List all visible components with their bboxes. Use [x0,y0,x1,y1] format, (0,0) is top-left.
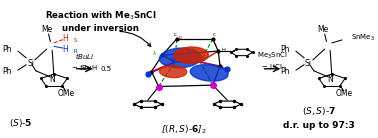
Text: c: c [174,32,177,37]
Text: Me: Me [317,26,328,34]
Ellipse shape [160,48,201,68]
Text: Ph: Ph [2,67,12,76]
Text: Li: Li [171,57,175,62]
Text: $(S)$-$\mathbf{5}$: $(S)$-$\mathbf{5}$ [9,117,33,129]
Text: OMe: OMe [335,88,352,98]
Ellipse shape [174,47,208,63]
Text: S: S [73,38,77,43]
Ellipse shape [160,65,187,78]
Text: H: H [222,48,226,53]
Text: [$(R,S)$-$\mathbf{6}$]$_2$: [$(R,S)$-$\mathbf{6}$]$_2$ [161,123,207,136]
Text: $t$BuLi: $t$BuLi [75,51,94,61]
Text: $(S,S)$-$\mathbf{7}$: $(S,S)$-$\mathbf{7}$ [302,105,336,117]
Text: SnMe$_3$: SnMe$_3$ [351,33,375,43]
Ellipse shape [190,65,228,81]
Text: Me$_3$SnCl: Me$_3$SnCl [257,51,288,61]
Text: H: H [63,34,68,43]
Text: $-$ LiCl: $-$ LiCl [261,62,284,71]
Text: OMe: OMe [57,88,74,98]
Text: $-$ $t$BuH: $-$ $t$BuH [71,62,98,72]
Text: λ: λ [153,51,156,56]
Text: Si: Si [305,59,312,68]
Text: Reaction with Me$_3$SnCl
under inversion: Reaction with Me$_3$SnCl under inversion [45,9,156,33]
Text: Si: Si [27,59,34,68]
Text: d.r. up to 97:3: d.r. up to 97:3 [284,121,355,130]
Text: Me: Me [41,26,53,34]
Text: H: H [63,45,68,54]
Text: N: N [49,75,55,83]
FancyArrowPatch shape [120,31,151,47]
Text: o: o [179,35,182,40]
Text: 0.5: 0.5 [101,66,112,72]
Text: R: R [73,49,77,54]
Text: Li: Li [201,57,206,62]
Text: Ph: Ph [280,67,290,76]
Text: Ph: Ph [280,45,290,54]
Text: N: N [327,75,333,83]
Text: c: c [213,32,216,37]
Text: Ph: Ph [2,45,12,54]
